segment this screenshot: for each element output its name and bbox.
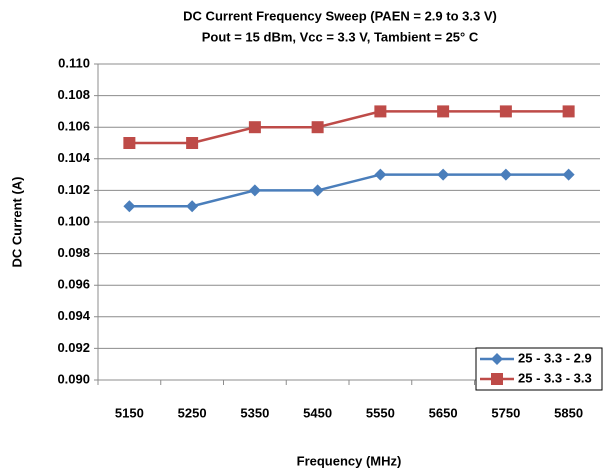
y-tick-label: 0.102 <box>57 182 90 197</box>
series-line <box>129 110 569 145</box>
legend-label: 25 - 3.3 - 3.3 <box>518 370 592 385</box>
marker <box>374 105 387 118</box>
marker <box>311 184 324 197</box>
x-tick-label: 5250 <box>178 405 207 420</box>
y-tick-label: 0.092 <box>57 340 90 355</box>
y-axis-label: DC Current (A) <box>9 177 24 268</box>
marker <box>123 137 136 149</box>
marker <box>248 184 261 197</box>
y-tick-label: 0.106 <box>57 119 90 134</box>
marker <box>374 168 387 181</box>
x-tick-label: 5350 <box>240 405 269 420</box>
x-tick-label: 5650 <box>429 405 458 420</box>
marker <box>491 353 503 365</box>
x-tick-label: 5150 <box>115 405 144 420</box>
marker <box>248 121 261 134</box>
y-tick-label: 0.108 <box>57 87 90 102</box>
x-axis-label: Frequency (MHz) <box>297 453 402 468</box>
legend-label: 25 - 3.3 - 2.9 <box>518 350 592 365</box>
marker <box>186 137 199 149</box>
marker <box>562 105 575 118</box>
chart-title: DC Current Frequency Sweep (PAEN = 2.9 t… <box>183 8 497 23</box>
marker <box>437 105 450 118</box>
marker <box>499 105 512 118</box>
marker <box>186 200 199 213</box>
series-line <box>129 173 569 208</box>
chart-subtitle: Pout = 15 dBm, Vcc = 3.3 V, Tambient = 2… <box>202 29 479 44</box>
y-tick-label: 0.090 <box>57 371 90 386</box>
x-tick-label: 5550 <box>366 405 395 420</box>
y-tick-label: 0.110 <box>58 55 90 70</box>
y-tick-label: 0.098 <box>57 245 90 260</box>
marker <box>491 373 503 385</box>
y-tick-label: 0.094 <box>57 308 90 323</box>
marker <box>311 121 324 134</box>
x-tick-label: 5850 <box>554 405 583 420</box>
x-tick-label: 5450 <box>303 405 332 420</box>
marker <box>437 168 450 181</box>
marker <box>562 168 575 181</box>
y-tick-label: 0.100 <box>57 213 90 228</box>
x-tick-label: 5750 <box>491 405 520 420</box>
y-tick-label: 0.104 <box>57 150 90 165</box>
marker <box>499 168 512 181</box>
marker <box>123 200 136 213</box>
y-tick-label: 0.096 <box>57 277 90 292</box>
